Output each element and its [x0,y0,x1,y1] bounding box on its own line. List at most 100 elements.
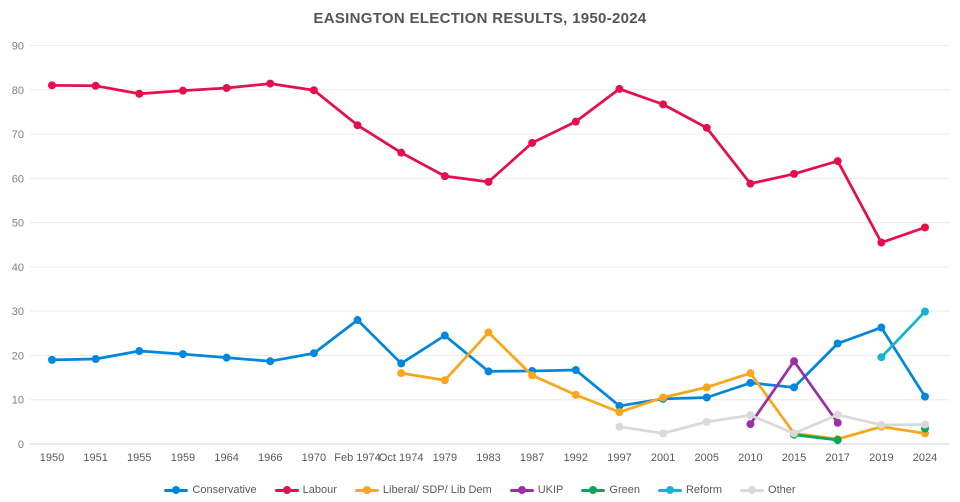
data-point-conservative [91,354,100,363]
legend-marker-liberal-sdp-lib-dem [354,486,379,494]
y-tick-label-50: 50 [12,218,24,230]
data-point-labour [484,177,493,186]
x-tick-label: 1959 [171,452,195,464]
data-point-other [659,429,668,438]
data-point-labour [790,169,799,178]
data-point-conservative [921,392,929,401]
data-point-conservative [266,357,275,366]
data-point-conservative [571,366,580,375]
legend-label: UKIP [537,484,564,496]
x-tick-label: 1987 [520,452,544,464]
chart-title: EASINGTON ELECTION RESULTS, 1950-2024 [313,10,647,27]
x-tick-label: 1951 [83,452,107,464]
x-tick-label: 1997 [607,452,631,464]
data-point-conservative [877,323,886,332]
legend-marker-labour [274,486,299,494]
data-point-labour [528,138,537,147]
x-tick-label: 2024 [913,452,937,464]
legend-item-ukip: UKIP [509,484,564,496]
legend-label: Reform [685,484,723,496]
y-tick-label-10: 10 [12,395,24,407]
series-line-other [618,413,927,435]
data-point-labour [440,172,449,181]
legend-marker-reform [657,486,682,494]
data-point-liberal-sdp-lib-dem [397,369,406,378]
x-tick-label: 1966 [258,452,282,464]
legend-item-conservative: Conservative [164,484,257,496]
data-point-other [746,411,755,420]
legend-item-liberal-sdp-lib-dem: Liberal/ SDP/ Lib Dem [354,484,492,496]
data-point-labour [135,89,144,98]
data-point-conservative [702,393,711,402]
y-tick-label-40: 40 [12,262,24,274]
legend-item-green: Green [581,484,640,496]
data-point-conservative [484,367,493,376]
data-point-liberal-sdp-lib-dem [659,393,668,402]
data-point-labour [397,148,406,157]
legend-item-reform: Reform [657,484,723,496]
legend: Conservative Labour Liberal/ SDP/ Lib Dem U… [0,484,960,496]
data-point-conservative [135,347,144,356]
data-point-labour [309,86,318,95]
data-point-labour [746,179,755,188]
data-point-labour [48,81,56,90]
data-point-labour [659,100,668,109]
legend-label: Liberal/ SDP/ Lib Dem [382,484,492,496]
data-point-liberal-sdp-lib-dem [440,376,449,385]
y-tick-label-0: 0 [18,439,24,451]
data-point-labour [571,117,580,126]
data-point-liberal-sdp-lib-dem [746,369,755,378]
data-point-labour [178,86,187,95]
data-point-conservative [746,378,755,387]
data-point-reform [921,307,929,316]
data-point-conservative [309,349,318,358]
data-point-conservative [833,339,842,348]
x-tick-label: 2001 [651,452,675,464]
x-tick-label: Oct 1974 [379,452,424,464]
data-point-other [615,422,624,431]
x-tick-label: 2017 [825,452,849,464]
data-point-labour [921,223,929,232]
x-tick-label: 1970 [302,452,326,464]
legend-label: Green [609,484,640,496]
x-tick-label: 2015 [782,452,806,464]
data-point-labour [222,84,231,93]
data-point-liberal-sdp-lib-dem [571,390,580,399]
y-tick-label-80: 80 [12,85,24,97]
data-point-conservative [615,401,624,410]
y-tick-label-30: 30 [12,306,24,318]
data-point-labour [615,84,624,93]
data-point-labour [266,79,275,88]
data-point-labour [702,123,711,132]
legend-marker-other [740,486,765,494]
data-point-other [790,429,799,438]
series-line-labour [50,82,927,244]
data-point-conservative [178,350,187,359]
legend-label: Conservative [192,484,257,496]
legend-item-other: Other [740,484,796,496]
legend-label: Labour [302,484,337,496]
legend-label: Other [768,484,796,496]
x-tick-label: Feb 1974 [334,452,380,464]
x-tick-label: 1983 [476,452,500,464]
data-point-labour [833,157,842,166]
data-point-labour [353,121,362,130]
data-point-conservative [48,355,56,364]
legend-item-labour: Labour [274,484,337,496]
data-point-conservative [353,316,362,325]
legend-marker-ukip [509,486,534,494]
x-tick-label: 2019 [869,452,893,464]
data-point-ukip [746,420,755,429]
data-point-conservative [440,331,449,340]
x-tick-label: 2010 [738,452,762,464]
x-tick-label: 1992 [564,452,588,464]
data-point-liberal-sdp-lib-dem [528,371,537,380]
data-point-conservative [222,353,231,362]
data-point-ukip [790,357,799,366]
legend-marker-conservative [164,486,189,494]
data-point-labour [877,238,886,247]
data-point-reform [877,353,886,362]
y-tick-label-70: 70 [12,129,24,141]
x-tick-label: 2005 [695,452,719,464]
